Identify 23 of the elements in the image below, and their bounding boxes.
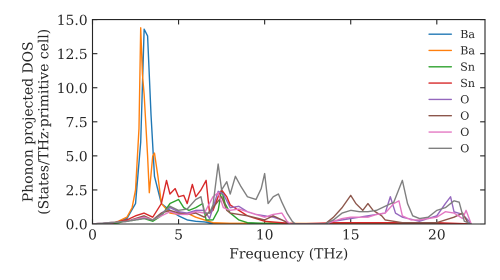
x-tick-label: 20 <box>428 229 445 240</box>
y-tick-label: 2.5 <box>66 184 87 196</box>
x-tick-label: 15 <box>344 229 358 240</box>
legend-label: Ba <box>460 46 475 55</box>
y-tick-label: 0.0 <box>66 218 87 230</box>
legend-label: Ba <box>460 30 475 38</box>
legend-label: O <box>460 95 469 104</box>
line-series <box>92 163 472 224</box>
x-tick-label: 10 <box>258 229 273 240</box>
y-axis-title: Phonon projected DOS (States/THz·primitive cell) <box>22 30 52 214</box>
y-tick-label: 12.5 <box>58 48 87 60</box>
y-tick-label: 7.5 <box>66 116 87 128</box>
legend-label: O <box>460 144 469 152</box>
y-tick-label: 10.0 <box>58 82 87 94</box>
y-tick-label: 5.0 <box>66 150 87 162</box>
y-tick-label: 15.0 <box>58 14 87 26</box>
x-tick-label: 0 <box>88 229 96 240</box>
legend-label: Sn <box>461 78 475 88</box>
legend-label: O <box>460 128 469 136</box>
x-axis-title: Frequency (THz) <box>230 248 348 262</box>
legend-label: Sn <box>461 62 475 71</box>
legend-label: O <box>460 111 469 120</box>
x-tick-label: 5 <box>175 229 182 240</box>
